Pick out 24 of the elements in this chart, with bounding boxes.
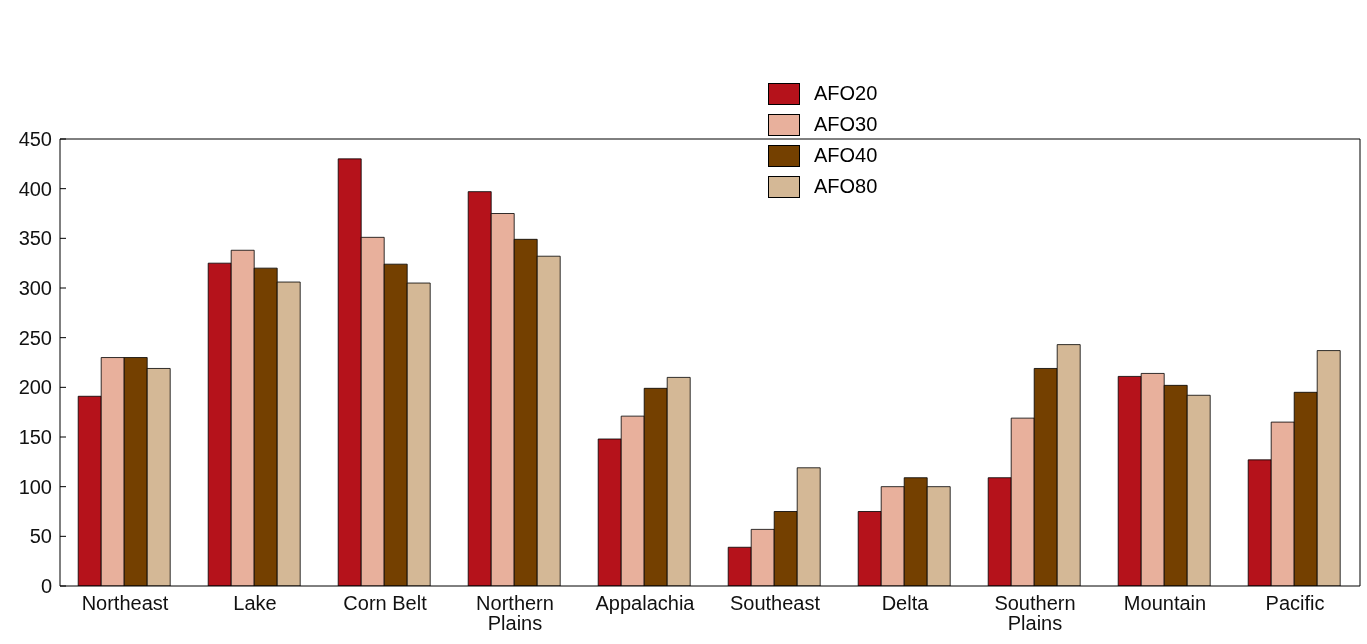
x-tick-label: Corn Belt — [343, 592, 428, 614]
y-tick-label: 300 — [18, 277, 52, 300]
y-tick-label: 150 — [18, 426, 52, 449]
x-tick-label: Lake — [233, 592, 277, 614]
x-tick-label: Pacific — [1265, 592, 1325, 614]
x-tick-label: Appalachia — [595, 592, 696, 614]
y-tick-label: 50 — [29, 525, 52, 548]
x-tick-label: Northeast — [81, 592, 169, 614]
y-tick-label: 100 — [18, 475, 52, 498]
x-tick-label: Southern Plains — [994, 592, 1076, 634]
x-tick-label: Southeast — [729, 592, 821, 614]
y-tick-label: 250 — [18, 326, 52, 349]
x-tick-label: Mountain — [1123, 592, 1207, 614]
legend-label: AFO80 — [814, 175, 878, 198]
legend-label: AFO40 — [814, 144, 878, 167]
y-tick-label: 350 — [18, 227, 52, 250]
y-tick-label: 0 — [40, 575, 52, 598]
legend-label: AFO30 — [814, 113, 878, 136]
y-tick-label: 400 — [18, 177, 52, 200]
legend-label: AFO20 — [814, 82, 878, 105]
x-tick-label: Northern Plains — [476, 592, 554, 634]
y-tick-label: 450 — [18, 128, 52, 151]
x-tick-label: Delta — [881, 592, 930, 614]
y-tick-label: 200 — [18, 376, 52, 399]
